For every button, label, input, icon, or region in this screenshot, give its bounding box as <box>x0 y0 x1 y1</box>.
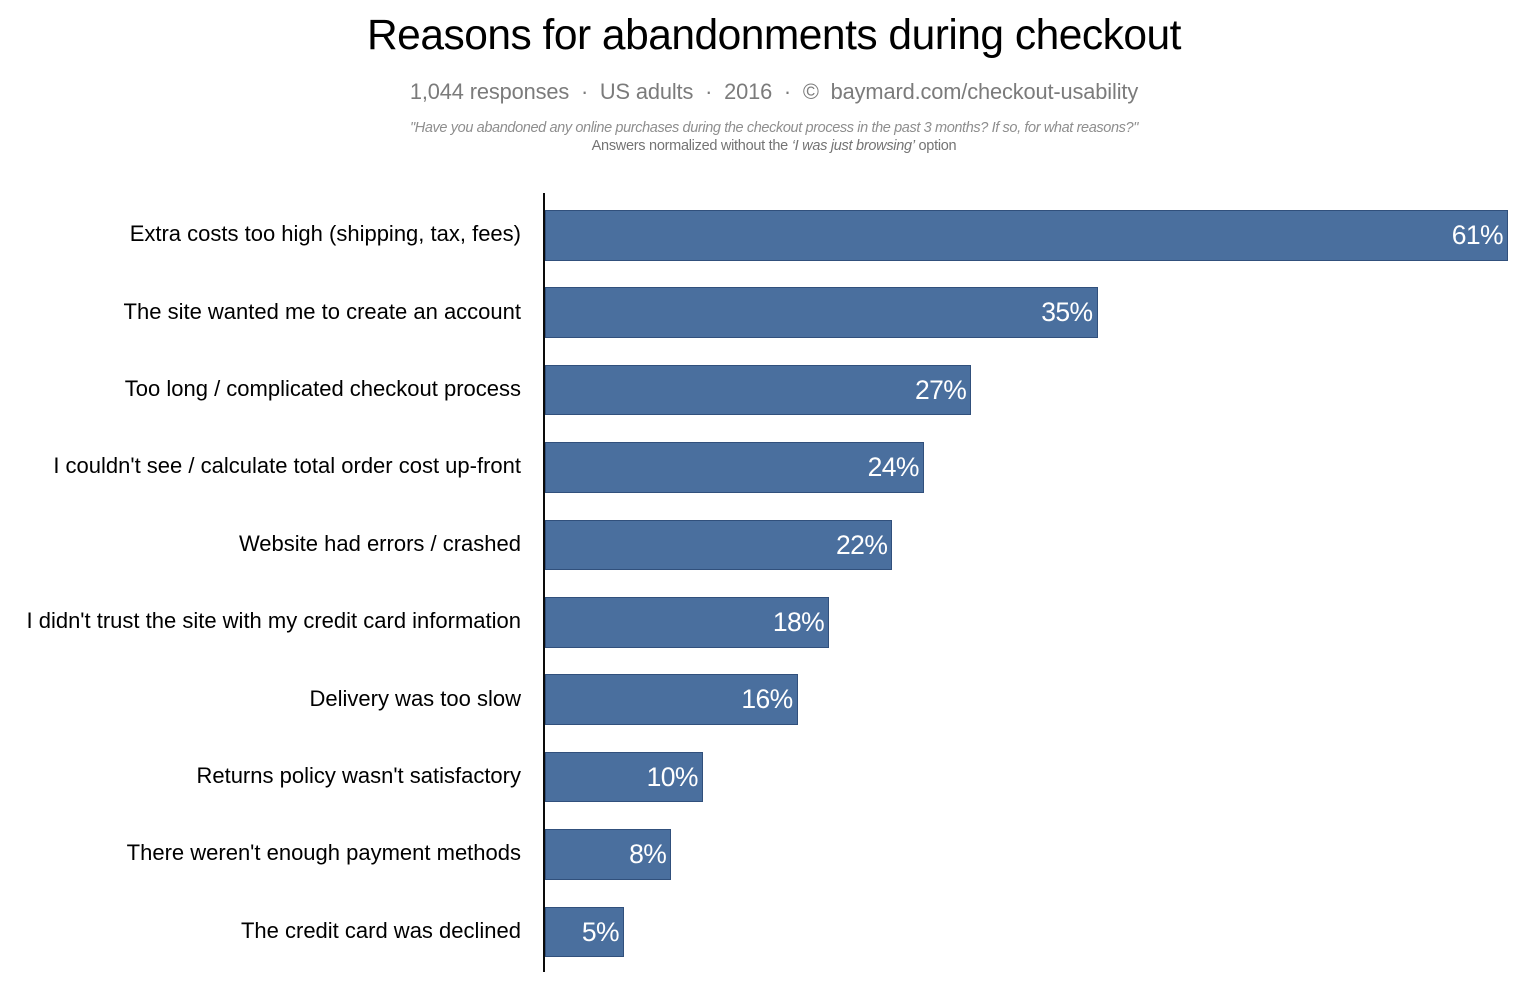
category-label-text: Delivery was too slow <box>309 685 521 711</box>
category-label: Website had errors / crashed <box>0 520 521 571</box>
chart-row: I didn't trust the site with my credit c… <box>0 597 1536 648</box>
normalization-note: Answers normalized without the ‘I was ju… <box>12 139 1536 154</box>
bar: 16% <box>545 674 798 725</box>
chart-row: Delivery was too slow 16% <box>0 674 1536 725</box>
bar: 24% <box>545 442 924 493</box>
bar: 35% <box>545 287 1098 338</box>
value-label: 5% <box>581 916 620 947</box>
category-label-text: Extra costs too high (shipping, tax, fee… <box>129 221 521 247</box>
value-label: 27% <box>914 374 967 405</box>
value-label: 10% <box>646 761 699 792</box>
chart-row: The site wanted me to create an account 3… <box>0 287 1536 338</box>
bar: 8% <box>545 829 672 880</box>
category-label: Returns policy wasn't satisfactory <box>0 752 521 803</box>
y-axis-line <box>543 193 545 972</box>
category-label: I couldn't see / calculate total order c… <box>0 442 521 493</box>
category-label: The credit card was declined <box>0 907 521 958</box>
bar: 27% <box>545 364 972 416</box>
chart-title: Reasons for abandonments during checkout <box>366 12 1182 59</box>
value-label: 16% <box>741 684 793 715</box>
value-label: 24% <box>867 452 920 483</box>
category-label-text: Too long / complicated checkout process <box>124 376 521 402</box>
bar: 22% <box>545 519 893 571</box>
value-label: 35% <box>1041 297 1093 328</box>
normalization-note-suffix: option <box>914 138 957 155</box>
category-label: Delivery was too slow <box>0 674 521 725</box>
category-label: There weren't enough payment methods <box>0 829 521 880</box>
chart-row: Website had errors / crashed 22% <box>0 519 1536 571</box>
value-label: 61% <box>1451 220 1504 251</box>
category-label-text: Returns policy wasn't satisfactory <box>196 763 521 789</box>
chart-row: Returns policy wasn't satisfactory 10% <box>0 751 1536 803</box>
bar: 5% <box>545 906 624 958</box>
chart-row: There weren't enough payment methods 8% <box>0 829 1536 880</box>
category-label-text: There weren't enough payment methods <box>126 840 521 866</box>
chart-subtitle: 1,044 responses · US adults · 2016 · © b… <box>409 78 1139 104</box>
normalization-note-prefix: Answers normalized without the <box>591 138 792 155</box>
category-label: Extra costs too high (shipping, tax, fee… <box>0 210 521 261</box>
bar: 18% <box>545 597 830 648</box>
chart-row: The credit card was declined 5% <box>0 906 1536 958</box>
normalization-note-italic: ‘I was just browsing’ <box>791 138 915 155</box>
category-label-text: The site wanted me to create an account <box>123 298 521 324</box>
bar: 10% <box>545 751 703 803</box>
bar: 61% <box>545 210 1508 261</box>
chart-row: I couldn't see / calculate total order c… <box>0 442 1536 493</box>
value-label: 18% <box>772 607 825 638</box>
category-label: The site wanted me to create an account <box>0 287 521 338</box>
category-label-text: I couldn't see / calculate total order c… <box>53 453 521 479</box>
category-label: I didn't trust the site with my credit c… <box>0 597 521 648</box>
chart-row: Too long / complicated checkout process 2… <box>0 364 1536 416</box>
category-label-text: I didn't trust the site with my credit c… <box>26 608 521 634</box>
chart-row: Extra costs too high (shipping, tax, fee… <box>0 210 1536 261</box>
category-label-text: Website had errors / crashed <box>238 530 521 556</box>
survey-question-note: "Have you abandoned any online purchases… <box>410 119 1138 136</box>
value-label: 8% <box>629 839 667 870</box>
category-label: Too long / complicated checkout process <box>0 365 521 416</box>
value-label: 22% <box>836 529 888 560</box>
category-label-text: The credit card was declined <box>240 917 521 943</box>
